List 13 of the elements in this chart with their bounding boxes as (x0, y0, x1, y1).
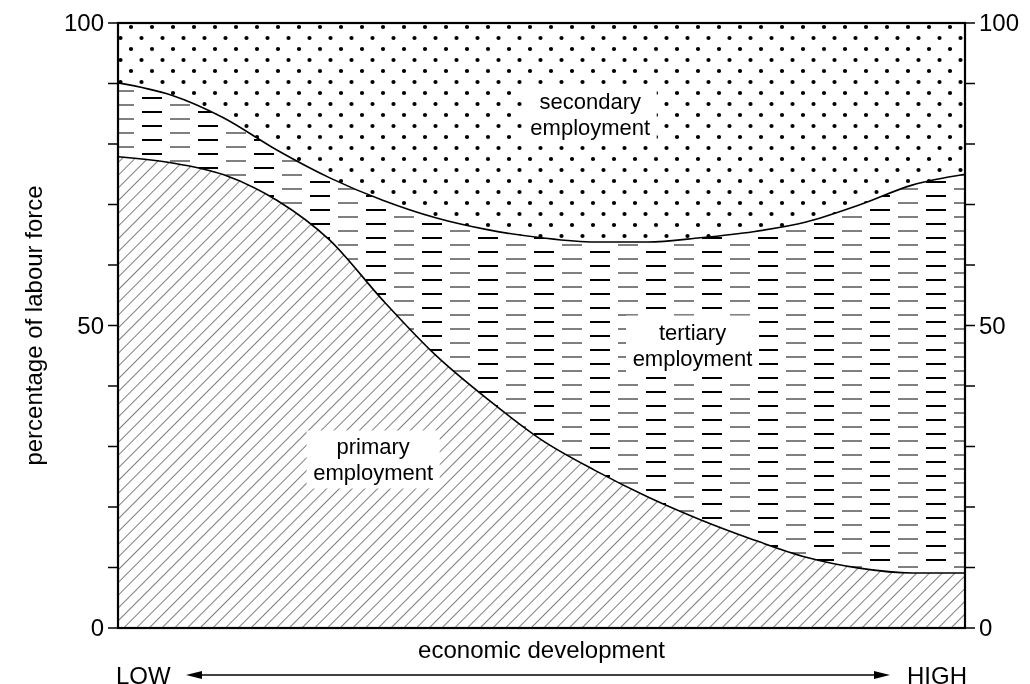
series-label: primary employment (313, 434, 434, 486)
x-axis-title: economic development (418, 636, 666, 663)
y2-tick-label: 50 (979, 311, 1006, 339)
y2-tick-label: 0 (979, 614, 993, 642)
y-tick-label: 50 (77, 311, 104, 339)
series-label: secondary employment (530, 88, 651, 140)
text: LOW (116, 662, 172, 684)
y-tick-label: 100 (63, 9, 104, 37)
y2-tick-label: 100 (979, 9, 1020, 37)
text: HIGH (907, 662, 967, 684)
y-tick-label: 0 (90, 614, 104, 642)
series-label: tertiary employment (632, 319, 753, 371)
y-axis-title: percentage of labour force (20, 185, 47, 466)
